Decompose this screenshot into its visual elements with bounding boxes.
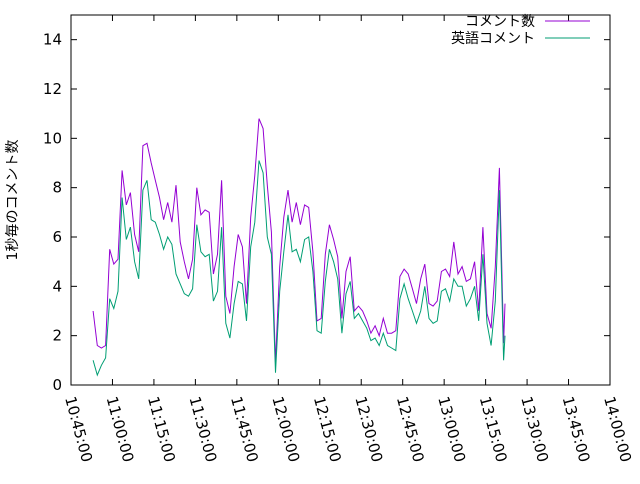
x-tick-label: 13:30:00 xyxy=(517,394,552,464)
y-tick-label: 12 xyxy=(43,80,62,98)
x-tick-label: 12:00:00 xyxy=(268,394,303,464)
legend-label-2: 英語コメント xyxy=(451,30,535,47)
y-tick-label: 2 xyxy=(52,327,62,345)
y-tick-label: 0 xyxy=(52,376,62,394)
x-tick-label: 11:00:00 xyxy=(103,394,138,464)
x-tick-label: 11:30:00 xyxy=(186,394,221,464)
x-tick-label: 13:15:00 xyxy=(476,394,511,464)
x-axis: 10:45:00 11:00:00 11:15:00 11:30:00 11:45:00… xyxy=(61,15,635,464)
series-group xyxy=(92,118,506,377)
legend-label-1: コメント数 xyxy=(465,14,535,30)
x-tick-label: 11:15:00 xyxy=(144,394,179,464)
y-tick-label: 8 xyxy=(52,179,62,197)
x-tick-label: 13:00:00 xyxy=(434,394,469,464)
y-axis-label: 1秒毎のコメント数 xyxy=(5,140,21,261)
plot-frame xyxy=(70,14,611,386)
y-tick-label: 10 xyxy=(43,129,62,147)
x-tick-label: 12:30:00 xyxy=(351,394,386,464)
x-tick-label: 12:45:00 xyxy=(393,394,428,464)
y-tick-label: 4 xyxy=(52,277,62,295)
y-axis: 0 2 4 6 8 10 12 14 xyxy=(43,31,610,394)
x-tick-label: 14:00:00 xyxy=(600,394,635,464)
series-line-1 xyxy=(92,118,506,363)
x-tick-label: 13:45:00 xyxy=(559,394,594,464)
y-tick-label: 6 xyxy=(52,228,62,246)
series-line-2 xyxy=(92,160,506,377)
y-tick-label: 14 xyxy=(43,31,62,49)
x-tick-label: 10:45:00 xyxy=(61,394,96,464)
x-tick-label: 11:45:00 xyxy=(227,394,262,464)
x-tick-label: 12:15:00 xyxy=(310,394,345,464)
